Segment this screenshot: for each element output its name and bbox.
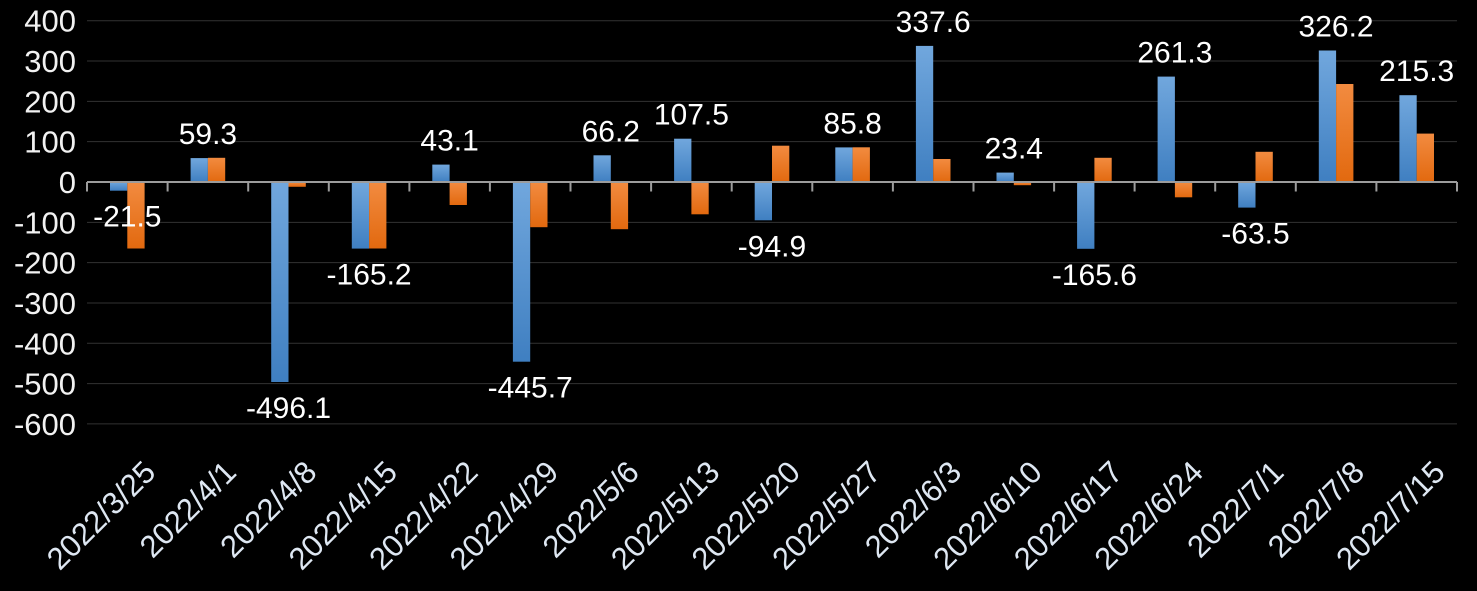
y-axis-tick-label: -200	[14, 246, 76, 281]
y-axis-tick-label: 300	[24, 44, 76, 79]
data-label: -165.2	[327, 259, 412, 292]
data-label: 43.1	[420, 125, 478, 158]
bar-blue-series-2022/4/15[interactable]	[351, 182, 370, 249]
data-label: 59.3	[179, 118, 237, 151]
bar-blue-series-2022/6/10[interactable]	[996, 172, 1014, 182]
bar-blue-series-2022/4/29[interactable]	[512, 182, 531, 362]
data-label: 107.5	[654, 99, 729, 132]
y-axis-tick-label: -100	[14, 205, 76, 240]
bar-blue-series-2022/5/27[interactable]	[835, 147, 853, 182]
bar-blue-series-2022/7/15[interactable]	[1399, 95, 1417, 182]
bar-orange-series-2022/6/24[interactable]	[1174, 182, 1193, 198]
data-label: 337.6	[896, 6, 971, 39]
bar-orange-series-2022/5/20[interactable]	[772, 145, 790, 182]
bar-orange-series-2022/4/29[interactable]	[530, 182, 548, 228]
y-axis-tick-label: -300	[14, 286, 76, 321]
bar-blue-series-2022/6/24[interactable]	[1157, 76, 1175, 182]
data-label: 85.8	[823, 107, 881, 140]
bar-blue-series-2022/4/22[interactable]	[432, 164, 450, 182]
bar-blue-series-2022/7/8[interactable]	[1318, 50, 1337, 183]
x-axis-category-label: 2022/3/25	[40, 454, 162, 576]
bar-orange-series-2022/6/10[interactable]	[1013, 182, 1032, 186]
data-label: 215.3	[1379, 55, 1454, 88]
data-label: -445.7	[488, 372, 573, 405]
data-label: -21.5	[93, 201, 161, 234]
bar-orange-series-2022/4/1[interactable]	[207, 157, 226, 182]
bar-orange-series-2022/6/17[interactable]	[1094, 157, 1112, 182]
y-axis-tick-label: -400	[14, 326, 76, 361]
data-label: 261.3	[1137, 37, 1212, 70]
y-axis-tick-label: -600	[14, 407, 76, 442]
bar-orange-series-2022/7/1[interactable]	[1255, 151, 1273, 182]
y-axis-tick-label: 200	[24, 84, 76, 119]
bar-orange-series-2022/5/13[interactable]	[691, 182, 709, 215]
bar-orange-series-2022/5/6[interactable]	[610, 182, 629, 230]
bar-blue-series-2022/7/1[interactable]	[1238, 182, 1256, 208]
bar-blue-series-2022/6/3[interactable]	[915, 45, 934, 183]
bar-blue-series-2022/5/6[interactable]	[593, 155, 611, 182]
bar-blue-series-2022/4/1[interactable]	[190, 158, 208, 182]
bar-orange-series-2022/5/27[interactable]	[852, 147, 870, 182]
bar-orange-series-2022/6/3[interactable]	[933, 159, 951, 182]
y-axis-tick-label: 0	[59, 165, 76, 200]
bar-orange-series-2022/7/8[interactable]	[1336, 84, 1354, 182]
bar-blue-series-2022/5/20[interactable]	[754, 182, 772, 221]
bar-orange-series-2022/4/8[interactable]	[288, 182, 306, 187]
data-label: 326.2	[1299, 11, 1374, 44]
y-axis-tick-label: 400	[24, 4, 76, 39]
bar-blue-series-2022/5/13[interactable]	[674, 138, 692, 182]
data-label: 23.4	[985, 133, 1043, 166]
data-label: -63.5	[1221, 218, 1289, 251]
bar-blue-series-2022/6/17[interactable]	[1077, 182, 1095, 249]
y-axis-tick-label: 100	[24, 125, 76, 160]
data-label: 66.2	[582, 115, 640, 148]
data-label: -496.1	[246, 392, 331, 425]
bar-orange-series-2022/7/15[interactable]	[1416, 133, 1434, 182]
bar-blue-series-2022/4/8[interactable]	[271, 182, 289, 382]
data-label: -165.6	[1052, 259, 1137, 292]
data-label: -94.9	[738, 230, 806, 263]
bar-blue-series-2022/3/25[interactable]	[110, 182, 128, 191]
y-axis-tick-label: -500	[14, 367, 76, 402]
bar-orange-series-2022/3/25[interactable]	[127, 182, 145, 249]
bar-orange-series-2022/4/22[interactable]	[449, 182, 467, 205]
bar-orange-series-2022/4/15[interactable]	[369, 182, 387, 249]
